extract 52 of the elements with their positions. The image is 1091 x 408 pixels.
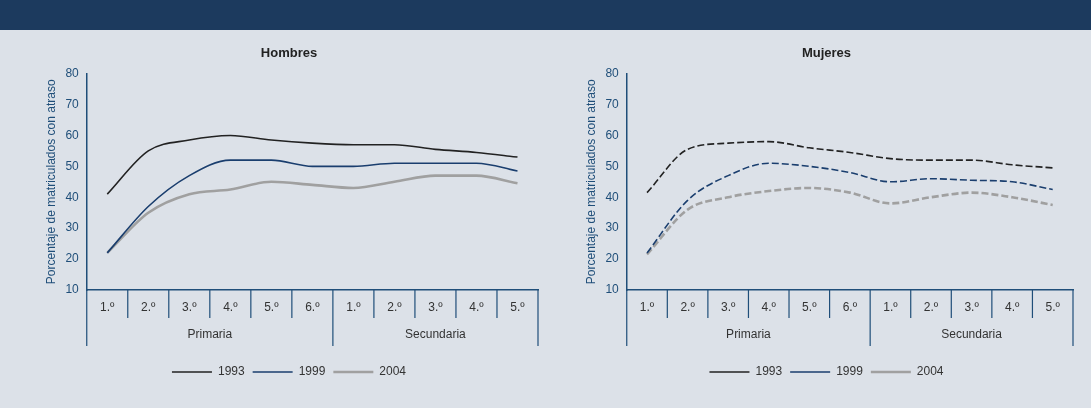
- chart-title: Hombres: [260, 45, 318, 61]
- y-tick-label: 60: [605, 127, 620, 142]
- legend-label: 1999: [836, 364, 864, 379]
- y-tick-label: 20: [65, 251, 80, 266]
- text: Secundaria: [941, 327, 1003, 342]
- x-tick-label: 6.º: [842, 299, 858, 314]
- x-tick-label: 5.º: [1045, 299, 1061, 314]
- y-tick-label: 30: [605, 220, 620, 235]
- x-tick-label: 2.º: [923, 299, 939, 314]
- y-tick-label: 30: [65, 220, 80, 235]
- y-tick-label: 20: [605, 251, 620, 266]
- legend-label: 2004: [916, 364, 944, 379]
- y-axis-title: Porcentaje de matriculados con atraso: [43, 79, 58, 285]
- y-tick-label: 80: [605, 65, 620, 80]
- y-tick-label: 70: [65, 96, 80, 111]
- text: Primaria: [187, 327, 233, 342]
- x-tick-label: 5.º: [264, 299, 280, 314]
- y-tick-label: 70: [605, 96, 620, 111]
- legend-label: 2004: [379, 364, 407, 379]
- x-tick-label: 3.º: [720, 299, 736, 314]
- legend-label: 1993: [755, 364, 783, 379]
- y-tick-label: 50: [605, 158, 620, 173]
- legend-label: 1993: [217, 364, 245, 379]
- text: Secundaria: [405, 327, 467, 342]
- x-tick-label: 4.º: [761, 299, 777, 314]
- x-tick-label: 4.º: [223, 299, 239, 314]
- x-tick-label: 1.º: [883, 299, 899, 314]
- y-tick-label: 50: [65, 158, 80, 173]
- x-tick-label: 3.º: [428, 299, 444, 314]
- legend-label: 1999: [298, 364, 326, 379]
- x-tick-label: 2.º: [141, 299, 157, 314]
- x-tick-label: 5.º: [510, 299, 526, 314]
- y-axis-title: Porcentaje de matriculados con atraso: [583, 79, 598, 285]
- chart-title: Mujeres: [801, 45, 852, 61]
- x-tick-label: 1.º: [100, 299, 116, 314]
- x-tick-label: 3.º: [964, 299, 980, 314]
- y-tick-label: 10: [605, 282, 620, 297]
- x-tick-label: 3.º: [182, 299, 198, 314]
- y-tick-label: 10: [65, 282, 80, 297]
- text: Primaria: [726, 327, 772, 342]
- x-tick-label: 5.º: [802, 299, 818, 314]
- x-tick-label: 2.º: [387, 299, 403, 314]
- y-tick-label: 60: [65, 127, 80, 142]
- x-tick-label: 1.º: [639, 299, 655, 314]
- x-tick-label: 1.º: [346, 299, 362, 314]
- x-tick-label: 2.º: [680, 299, 696, 314]
- y-tick-label: 40: [605, 189, 620, 204]
- x-tick-label: 6.º: [305, 299, 321, 314]
- x-tick-label: 4.º: [1004, 299, 1020, 314]
- y-tick-label: 80: [65, 65, 80, 80]
- y-tick-label: 40: [65, 189, 80, 204]
- x-tick-label: 4.º: [469, 299, 485, 314]
